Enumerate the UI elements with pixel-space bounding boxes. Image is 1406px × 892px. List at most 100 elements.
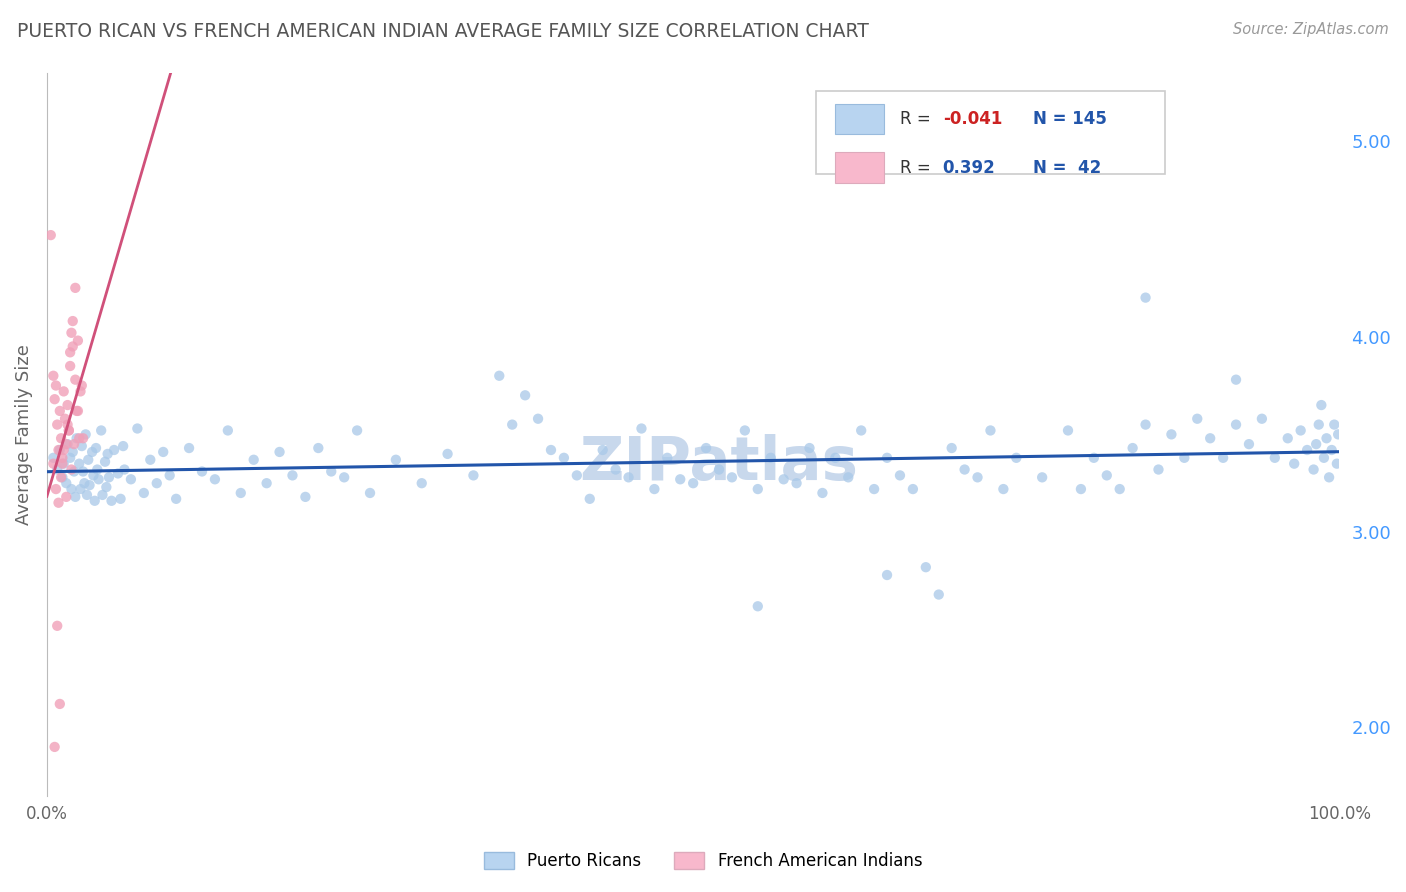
Point [1199,431,1222,445]
Point [75,427,97,442]
Point [1122,441,1144,455]
Point [436,447,458,461]
Point [513,388,536,402]
Point [55,476,77,491]
Point [100,493,122,508]
Point [1160,427,1182,442]
Point [97,470,120,484]
Text: N =  42: N = 42 [1033,159,1101,177]
Point [901,482,924,496]
Point [256,476,278,491]
Point [97,447,120,461]
Point [46,619,69,633]
Point [76,488,98,502]
Point [120,472,142,486]
Point [1323,417,1346,432]
Point [966,470,988,484]
Legend: Puerto Ricans, French American Indians: Puerto Ricans, French American Indians [477,845,929,877]
Point [851,424,873,438]
Point [51,450,73,465]
Point [707,462,730,476]
Point [56,417,79,432]
Point [72,465,94,479]
Point [553,450,575,465]
Point [67,431,90,445]
Point [799,441,821,455]
Point [42,457,65,471]
Point [1326,457,1348,471]
Point [51,457,73,471]
Point [62,314,84,328]
Point [44,392,66,407]
Point [695,441,717,455]
Point [66,334,89,348]
Point [70,439,93,453]
Point [60,462,83,476]
Point [56,398,79,412]
Point [1264,450,1286,465]
Point [1135,291,1157,305]
Point [321,465,343,479]
Point [1310,398,1333,412]
Bar [835,153,884,183]
Point [159,468,181,483]
Point [1005,450,1028,465]
Point [139,452,162,467]
Point [1225,417,1247,432]
Point [1095,468,1118,483]
Point [65,404,87,418]
Point [72,431,94,445]
Point [953,462,976,476]
Point [58,424,80,438]
Point [90,424,112,438]
Point [759,450,782,465]
Point [48,442,70,457]
Point [1289,424,1312,438]
Point [1225,373,1247,387]
Point [786,476,808,491]
Point [45,482,67,496]
Point [114,462,136,476]
Point [82,445,104,459]
Point [49,442,72,457]
Point [94,455,117,469]
Point [56,437,79,451]
Point [1327,427,1350,442]
Point [103,442,125,457]
Point [643,482,665,496]
Point [229,486,252,500]
Point [52,384,75,399]
Text: N = 145: N = 145 [1033,111,1107,128]
Text: R =: R = [900,111,936,128]
Point [66,404,89,418]
Text: 0.392: 0.392 [942,159,995,177]
Point [1083,450,1105,465]
Point [657,450,679,465]
Point [281,468,304,483]
Point [49,431,72,445]
Point [630,421,652,435]
Point [152,445,174,459]
Point [1237,437,1260,451]
Text: -0.041: -0.041 [942,111,1002,128]
Point [39,228,62,243]
Point [1135,417,1157,432]
Point [824,450,846,465]
Point [48,496,70,510]
Point [1147,462,1170,476]
Point [42,450,65,465]
Point [60,482,83,496]
Point [747,482,769,496]
Point [488,368,510,383]
Point [70,378,93,392]
Point [617,470,640,484]
Point [49,470,72,484]
Point [928,588,950,602]
Point [204,472,226,486]
Point [52,457,75,471]
Point [1320,442,1343,457]
Point [979,424,1001,438]
Point [1296,442,1319,457]
Point [87,472,110,486]
Point [1282,457,1305,471]
